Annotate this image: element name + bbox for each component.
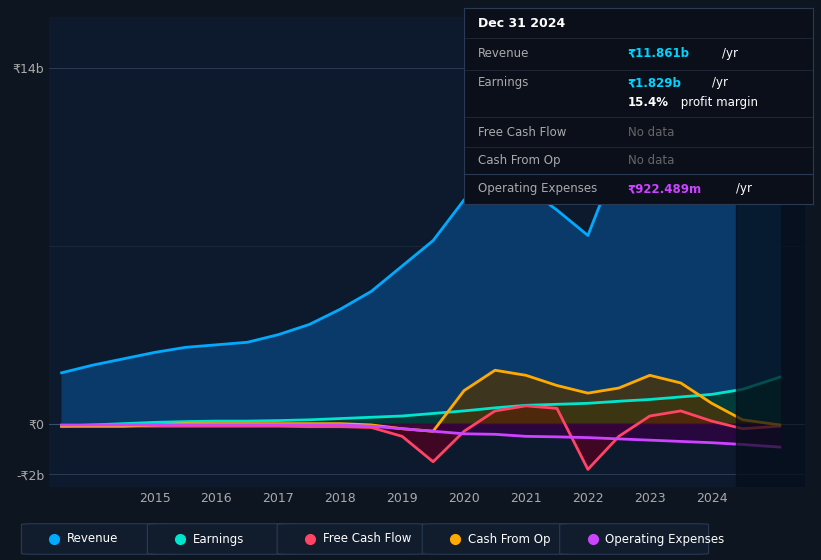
- Text: ₹922.489m: ₹922.489m: [628, 182, 702, 195]
- Text: ₹1.829b: ₹1.829b: [628, 76, 681, 89]
- Text: Cash From Op: Cash From Op: [478, 154, 560, 167]
- Text: /yr: /yr: [736, 182, 752, 195]
- Text: Earnings: Earnings: [193, 533, 245, 545]
- Text: Revenue: Revenue: [478, 46, 530, 59]
- Text: 15.4%: 15.4%: [628, 96, 669, 109]
- Text: Dec 31 2024: Dec 31 2024: [478, 17, 565, 30]
- Bar: [736, 17, 805, 487]
- Text: Earnings: Earnings: [478, 76, 530, 89]
- Text: Operating Expenses: Operating Expenses: [606, 533, 725, 545]
- Text: No data: No data: [628, 154, 674, 167]
- Text: Free Cash Flow: Free Cash Flow: [323, 533, 411, 545]
- Text: /yr: /yr: [712, 76, 727, 89]
- FancyBboxPatch shape: [277, 524, 426, 554]
- Text: No data: No data: [628, 126, 674, 139]
- Text: Revenue: Revenue: [67, 533, 118, 545]
- FancyBboxPatch shape: [422, 524, 571, 554]
- FancyBboxPatch shape: [148, 524, 296, 554]
- Text: ₹11.861b: ₹11.861b: [628, 46, 690, 59]
- Text: Operating Expenses: Operating Expenses: [478, 182, 597, 195]
- Text: Cash From Op: Cash From Op: [468, 533, 551, 545]
- FancyBboxPatch shape: [560, 524, 709, 554]
- Text: profit margin: profit margin: [677, 96, 758, 109]
- Text: Free Cash Flow: Free Cash Flow: [478, 126, 566, 139]
- FancyBboxPatch shape: [21, 524, 170, 554]
- Text: /yr: /yr: [722, 46, 738, 59]
